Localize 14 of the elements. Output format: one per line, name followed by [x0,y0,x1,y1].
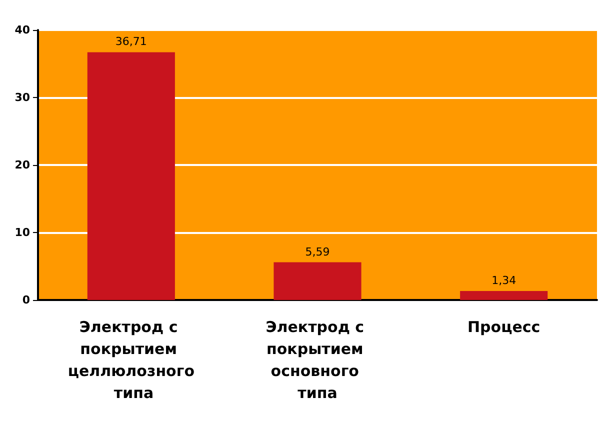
data-label: 36,71 [115,35,147,48]
y-tick-label: 30 [14,91,30,104]
y-tick-label: 10 [14,226,30,239]
data-label: 5,59 [305,245,330,258]
data-label: 1,34 [492,274,516,287]
y-tick-label: 0 [22,294,30,306]
y-tick-label: 20 [14,158,30,172]
bar [274,262,362,300]
x-tick-label: Электрод с покрытием основного типа [266,318,370,402]
bar [460,290,548,300]
bar [87,52,175,300]
x-tick-label: Процесс [467,318,540,336]
x-tick-label: Электрод с покрытием целлюлозного типа [68,318,195,402]
y-tick-label: 40 [14,24,30,36]
